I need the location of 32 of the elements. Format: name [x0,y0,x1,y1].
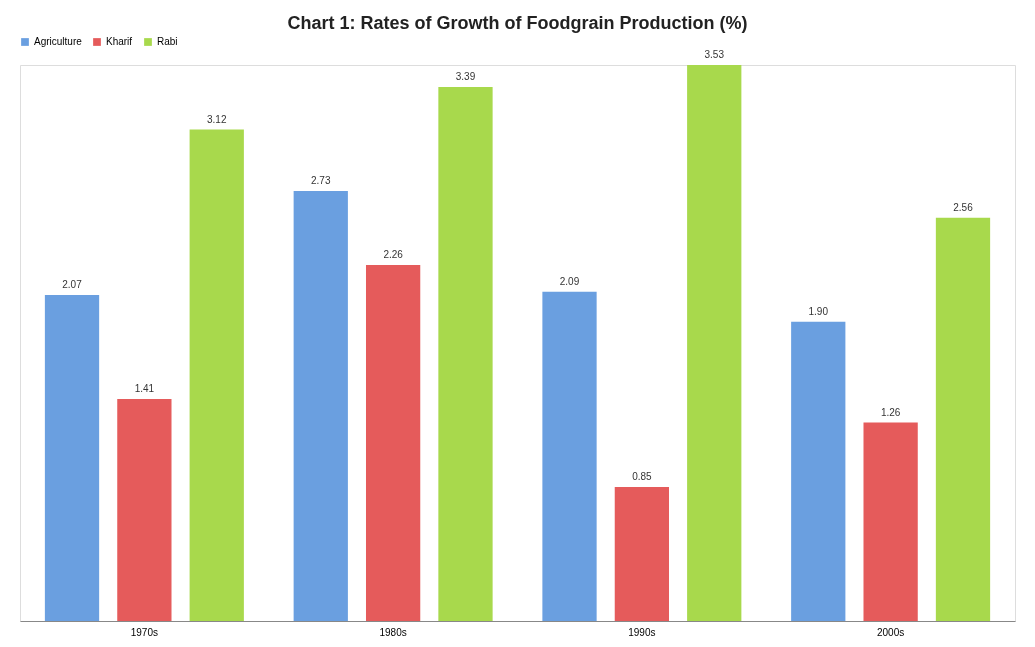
bar [542,291,597,621]
data-label: 2.73 [311,175,331,187]
legend-label: Rabi [157,36,178,47]
bar [791,321,846,621]
bar [365,265,421,621]
bar [189,129,244,621]
bar [117,398,172,621]
bar [687,65,742,621]
data-label: 2.07 [62,278,83,290]
chart-title: Chart 1: Rates of Growth of Foodgrain Production (%) [287,13,748,33]
bar [438,87,493,621]
data-label: 1.26 [880,406,901,418]
legend-label: Agriculture [34,36,83,47]
data-label: 3.12 [207,113,227,125]
x-tick-label: 1970s [130,626,158,638]
bar [935,217,991,621]
data-label: 1.41 [134,382,155,394]
data-label: 2.56 [953,201,974,213]
bar [44,294,100,621]
bar [614,487,670,621]
bar [863,422,918,621]
legend-label: Kharif [106,36,133,47]
bar [293,191,348,621]
data-label: 3.53 [704,49,725,60]
x-tick-label: 1990s [628,626,656,638]
x-tick-label: 2000s [877,626,905,638]
data-label: 3.39 [455,71,476,83]
data-label: 1.90 [808,305,829,317]
data-label: 2.09 [559,275,580,287]
x-tick-label: 1980s [379,626,407,638]
data-label: 2.26 [383,249,404,261]
data-label: 0.85 [632,471,653,483]
